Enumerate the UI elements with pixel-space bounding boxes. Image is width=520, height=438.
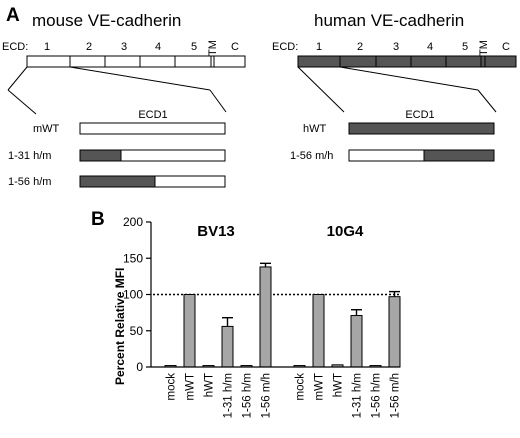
mouse-domain-1: 1	[44, 41, 50, 53]
construct-1-31-hm-label: 1-31 h/m	[8, 150, 51, 162]
mouse-zoom-lines	[7, 66, 227, 115]
human-ecd1-label: ECD1	[405, 109, 434, 121]
x-tick-label: 1-56 h/m	[242, 373, 254, 418]
mouse-domain-4: 4	[155, 41, 161, 53]
construct-mwt-bar	[79, 122, 226, 135]
human-domain-4: 4	[427, 41, 433, 53]
x-tick-label: 1-31 h/m	[223, 373, 235, 418]
bar-bv13-1	[183, 294, 196, 368]
group-title-bv13: BV13	[197, 223, 235, 240]
panel-b-label: B	[91, 209, 105, 230]
construct-1-56-mh-label: 1-56 m/h	[290, 150, 333, 162]
x-tick-label: mock	[295, 373, 307, 401]
x-tick-label: mock	[166, 373, 178, 401]
x-tick-label: 1-56 h/m	[371, 373, 383, 418]
human-domain-5: 5	[462, 41, 468, 53]
y-axis-label: Percent Relative MFI	[113, 268, 127, 385]
x-tick-label: hWT	[204, 373, 216, 397]
y-tick-label: 50	[130, 324, 144, 338]
human-domain-2: 2	[357, 41, 363, 53]
bar-10g4-3	[350, 315, 363, 368]
y-tick-label: 0	[136, 360, 143, 374]
mouse-ecd1-label: ECD1	[138, 109, 167, 121]
construct-1-56-hm-label: 1-56 h/m	[8, 176, 51, 188]
construct-1-56-hm-bar	[79, 175, 226, 188]
bar-bv13-3	[221, 325, 234, 368]
human-full-protein-bar	[297, 55, 517, 68]
bar-10g4-1	[312, 294, 325, 368]
construct-hwt-label: hWT	[303, 123, 327, 135]
construct-mwt-label: mWT	[33, 123, 60, 135]
mouse-domain-5: 5	[191, 41, 197, 53]
human-domain-1: 1	[316, 41, 322, 53]
x-tick-label: hWT	[333, 373, 345, 397]
y-tick-label: 100	[123, 288, 143, 302]
human-domain-numbers: 1 2 3 4 5	[316, 41, 468, 53]
x-tick-label: mWT	[314, 373, 326, 400]
construct-1-31-hm-bar	[79, 149, 226, 162]
y-tick-label: 200	[123, 215, 143, 229]
human-ecd-label: ECD:	[272, 41, 298, 53]
construct-hwt-bar	[348, 122, 495, 135]
mouse-domain-numbers: 1 2 3 4 5	[44, 41, 197, 53]
mouse-c-label: C	[231, 41, 239, 53]
human-title: human VE-cadherin	[314, 11, 464, 30]
mouse-domain-3: 3	[121, 41, 127, 53]
mouse-title: mouse VE-cadherin	[32, 11, 181, 30]
x-tick-label: 1-56 m/h	[390, 373, 402, 418]
group-title-10g4: 10G4	[327, 223, 364, 240]
x-tick-label: mWT	[185, 373, 197, 400]
human-zoom-lines	[297, 66, 497, 113]
mouse-full-protein-bar	[26, 55, 246, 68]
human-c-label: C	[502, 41, 510, 53]
bar-10g4-5	[388, 296, 401, 368]
x-tick-label: 1-31 h/m	[352, 373, 364, 418]
x-tick-label: 1-56 m/h	[261, 373, 273, 418]
y-tick-label: 150	[123, 251, 143, 265]
human-domain-3: 3	[393, 41, 399, 53]
panel-a-label: A	[6, 5, 20, 26]
mouse-ecd-label: ECD:	[2, 41, 28, 53]
human-tm-label: TM	[478, 40, 490, 56]
mouse-tm-label: TM	[207, 40, 219, 56]
construct-1-56-mh-bar	[348, 149, 495, 162]
mouse-domain-2: 2	[86, 41, 92, 53]
bar-bv13-5	[259, 266, 272, 368]
